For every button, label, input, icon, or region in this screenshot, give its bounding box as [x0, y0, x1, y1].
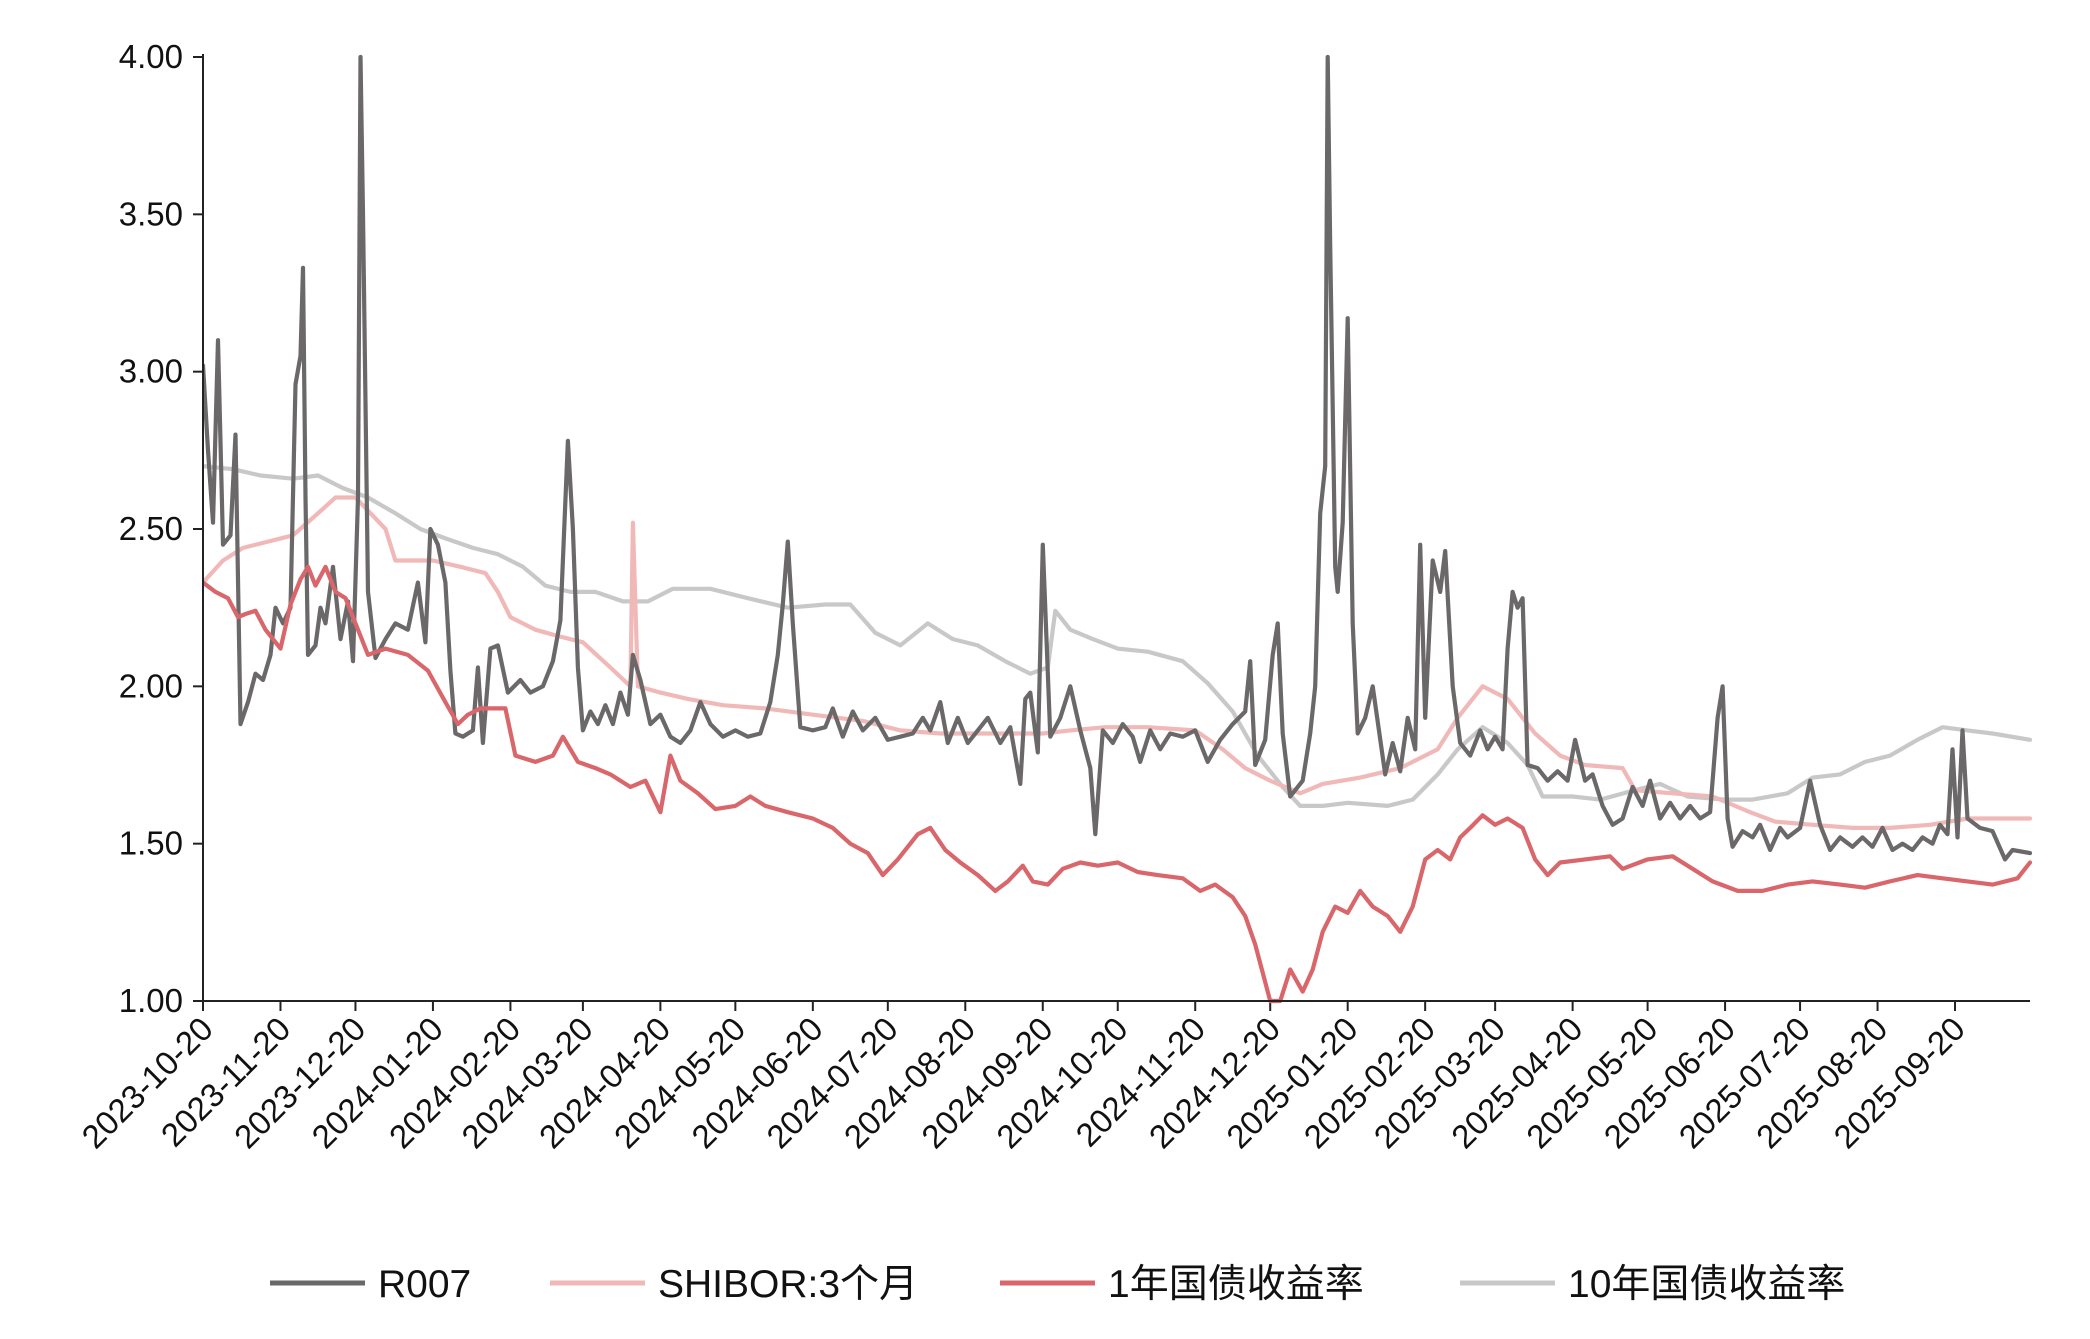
series-line-3	[203, 464, 2032, 808]
y-tick-label: 1.50	[119, 825, 183, 862]
series-layer	[203, 54, 2032, 1004]
y-tick-label: 2.50	[119, 510, 183, 547]
legend-label-2: 1年国债收益率	[1108, 1263, 1364, 1306]
y-tick-label: 4.00	[119, 38, 183, 75]
x-axis-ticks: 2023-10-202023-11-202023-12-202024-01-20…	[74, 1001, 1972, 1155]
y-tick-label: 2.00	[119, 667, 183, 704]
legend-label-3: 10年国债收益率	[1568, 1263, 1845, 1306]
legend-label-0: R007	[378, 1263, 471, 1306]
y-tick-label: 3.50	[119, 195, 183, 232]
legend-label-1: SHIBOR:3个月	[658, 1263, 918, 1306]
y-tick-label: 1.00	[119, 982, 183, 1019]
series-line-0	[203, 54, 2032, 862]
series-line-2	[203, 564, 2032, 1004]
y-tick-label: 3.00	[119, 353, 183, 390]
y-axis-ticks: 1.00 1.50 2.00 2.50 3.00 3.50 4.00	[119, 38, 203, 1019]
legend: R007 SHIBOR:3个月 1年国债收益率 10年国债收益率	[270, 1263, 1845, 1306]
axes	[202, 54, 2030, 1002]
